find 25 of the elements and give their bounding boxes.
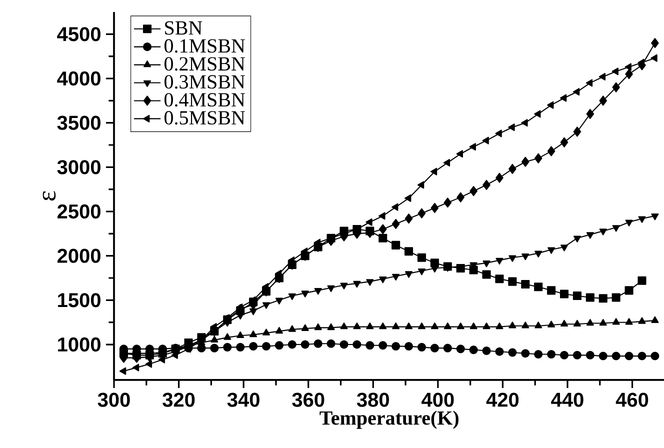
- x-tick-label: 360: [292, 392, 324, 407]
- y-axis-title: ε: [42, 191, 56, 201]
- x-tick-label: 320: [162, 392, 195, 407]
- legend-label: 0.3MSBN: [164, 75, 245, 89]
- x-tick-label: 380: [356, 392, 389, 407]
- x-tick-label: 400: [422, 392, 454, 407]
- y-tick-label: 3000: [57, 160, 100, 174]
- x-tick-label: 340: [227, 392, 260, 407]
- x-tick-label: 460: [616, 392, 648, 407]
- x-tick-label: 300: [98, 392, 130, 407]
- legend-label: 0.4MSBN: [164, 93, 245, 107]
- legend-label: 0.2MSBN: [164, 57, 245, 71]
- x-tick-label: 420: [486, 392, 519, 407]
- y-tick-label: 4500: [57, 27, 100, 42]
- y-tick-label: 4000: [57, 71, 100, 86]
- x-tick-label: 440: [551, 392, 584, 407]
- y-tick-label: 3500: [57, 116, 100, 130]
- y-tick-label: 1000: [58, 337, 100, 352]
- y-tick-label: 2500: [57, 204, 100, 219]
- legend-label: SBN: [165, 21, 202, 35]
- x-axis-title: Temperature(K): [320, 410, 458, 429]
- legend-label: 0.1MSBN: [164, 39, 245, 53]
- y-tick-label: 1500: [58, 293, 100, 308]
- y-tick-label: 2000: [57, 248, 100, 263]
- legend-label: 0.5MSBN: [164, 111, 245, 125]
